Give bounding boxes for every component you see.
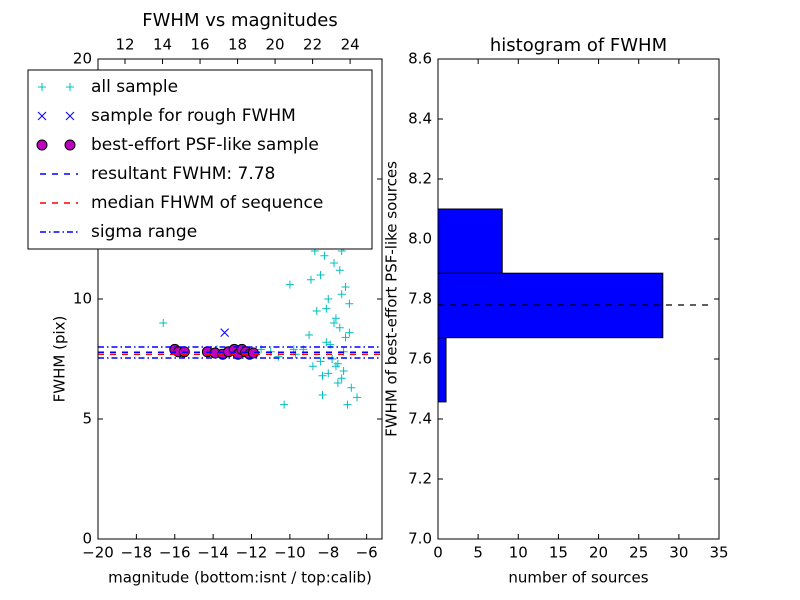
marker xyxy=(337,374,346,383)
x2-tick-label: 16 xyxy=(190,36,209,54)
marker xyxy=(341,333,350,342)
legend-marker xyxy=(38,83,46,91)
x-tick-label: −10 xyxy=(274,544,306,562)
x-tick-label: 5 xyxy=(473,544,483,562)
marker xyxy=(331,314,340,323)
x-tick-label: 35 xyxy=(709,544,728,562)
marker xyxy=(308,362,317,371)
marker xyxy=(322,304,331,313)
legend-label: sigma range xyxy=(91,222,197,242)
x-tick-label: −12 xyxy=(236,544,268,562)
legend-box xyxy=(27,69,373,250)
y-tick-label: 7.8 xyxy=(408,290,432,308)
marker xyxy=(305,331,314,339)
marker xyxy=(318,391,327,399)
marker xyxy=(316,271,325,279)
marker xyxy=(337,290,346,299)
legend-label: resultant FWHM: 7.78 xyxy=(91,164,275,184)
marker xyxy=(333,359,342,368)
marker xyxy=(353,393,362,402)
x2-tick-label: 18 xyxy=(228,36,247,54)
bar xyxy=(437,208,503,274)
y-tick-label: 7.2 xyxy=(408,470,432,488)
marker xyxy=(316,357,325,366)
marker xyxy=(324,369,333,378)
x2-tick-label: 20 xyxy=(266,36,285,54)
y-tick-label: 5 xyxy=(82,410,92,428)
marker xyxy=(328,355,337,363)
marker xyxy=(280,400,289,409)
legend-marker xyxy=(36,139,48,151)
axes-frame xyxy=(97,58,383,540)
marker xyxy=(347,383,356,392)
y-tick-label: 10 xyxy=(73,290,92,308)
bar xyxy=(437,337,447,403)
marker xyxy=(318,371,327,380)
x-tick-label: 15 xyxy=(549,544,568,562)
y-tick-label: 20 xyxy=(73,50,92,68)
legend-marker xyxy=(65,111,75,121)
marker xyxy=(324,295,333,303)
axes-frame xyxy=(437,58,720,540)
x-tick-label: 25 xyxy=(629,544,648,562)
marker xyxy=(345,328,354,337)
x2-tick-label: 14 xyxy=(153,36,172,54)
x2-tick-label: 12 xyxy=(115,36,134,54)
legend-label: sample for rough FWHM xyxy=(91,106,296,126)
chart-title: FWHM vs magnitudes xyxy=(142,10,337,31)
x-tick-label: −6 xyxy=(356,544,378,562)
marker xyxy=(320,251,329,260)
x-tick-label: 0 xyxy=(433,544,443,562)
legend-marker xyxy=(64,139,76,151)
x-tick-label: −8 xyxy=(317,544,339,562)
y-axis-label: FWHM of best-effort PSF-like sources xyxy=(383,161,401,437)
y-axis-label: FWHM (pix) xyxy=(51,316,69,403)
x-tick-label: −20 xyxy=(82,544,114,562)
marker xyxy=(330,319,339,327)
marker xyxy=(307,275,315,284)
legend-label: best-effort PSF-like sample xyxy=(91,135,319,155)
y-tick-label: 8.6 xyxy=(408,50,432,68)
marker xyxy=(341,283,350,291)
y-tick-label: 8.2 xyxy=(408,170,432,188)
marker xyxy=(335,266,344,275)
marker xyxy=(345,299,354,308)
x2-tick-label: 22 xyxy=(303,36,322,54)
marker xyxy=(333,379,342,387)
y-tick-label: 7.6 xyxy=(408,350,432,368)
marker xyxy=(343,400,352,409)
y-tick-label: 7.4 xyxy=(408,410,432,428)
marker xyxy=(335,323,344,332)
y-tick-label: 8.0 xyxy=(408,230,432,248)
marker xyxy=(159,319,168,327)
legend-marker xyxy=(37,111,47,121)
marker xyxy=(312,307,321,315)
x-tick-label: −18 xyxy=(121,544,153,562)
legend-label: median FHWM of sequence xyxy=(91,193,323,213)
legend: all sample sample for rough FWHM best-effo… xyxy=(27,69,373,250)
y-tick-label: 0 xyxy=(82,530,92,548)
marker xyxy=(330,259,339,267)
y-tick-label: 7.0 xyxy=(408,530,432,548)
marker xyxy=(339,367,348,375)
legend-marker xyxy=(66,83,74,91)
x-tick-label: 10 xyxy=(509,544,528,562)
x-tick-label: 30 xyxy=(669,544,688,562)
chart-title: histogram of FWHM xyxy=(490,35,667,56)
y-tick-label: 8.4 xyxy=(408,110,432,128)
marker xyxy=(220,328,230,337)
x-tick-label: −14 xyxy=(197,544,229,562)
x-tick-label: −16 xyxy=(159,544,191,562)
x-axis-label: number of sources xyxy=(508,569,648,587)
marker xyxy=(285,280,294,289)
legend-label: all sample xyxy=(91,77,178,97)
x-axis-label: magnitude (bottom:isnt / top:calib) xyxy=(108,569,372,587)
x2-tick-label: 24 xyxy=(341,36,360,54)
x-tick-label: 20 xyxy=(589,544,608,562)
